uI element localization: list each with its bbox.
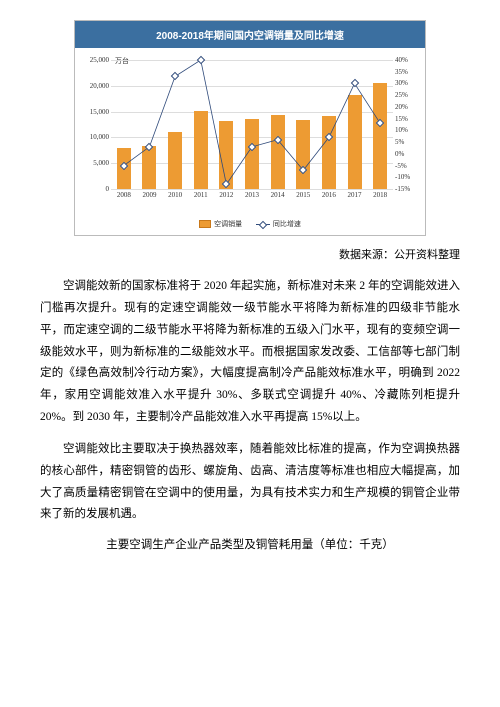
y-right-tick: 0% bbox=[395, 150, 421, 158]
table-subheader: 主要空调生产企业产品类型及铜管耗用量（单位：千克） bbox=[40, 536, 460, 552]
x-axis: 2008 2009 2010 2011 2012 2013 2014 2015 2016 2017… bbox=[111, 191, 393, 201]
grid-line bbox=[111, 189, 393, 190]
y-left-tick: 20,000 bbox=[79, 82, 109, 90]
legend-swatch-bar bbox=[199, 220, 211, 228]
x-tick: 2009 bbox=[142, 191, 156, 199]
x-tick: 2017 bbox=[348, 191, 362, 199]
y-left-tick: 5,000 bbox=[79, 159, 109, 167]
legend-item-bars: 空调销量 bbox=[199, 219, 242, 229]
legend-label-bars: 空调销量 bbox=[214, 220, 242, 228]
line-path bbox=[124, 60, 380, 184]
y-right-tick: 40% bbox=[395, 56, 421, 64]
x-tick: 2016 bbox=[322, 191, 336, 199]
y-left-tick: 25,000 bbox=[79, 56, 109, 64]
legend-label-line: 同比增速 bbox=[273, 220, 301, 228]
x-tick: 2014 bbox=[271, 191, 285, 199]
x-tick: 2013 bbox=[245, 191, 259, 199]
y-left-tick: 15,000 bbox=[79, 108, 109, 116]
chart-body: 万台 05,00010,00015,00020,00025,000 -15%-1… bbox=[75, 48, 425, 217]
y-right-tick: 10% bbox=[395, 126, 421, 134]
data-source-line: 数据来源：公开资料整理 bbox=[40, 246, 460, 262]
x-tick: 2015 bbox=[296, 191, 310, 199]
y-left-tick: 10,000 bbox=[79, 133, 109, 141]
y-right-tick: 35% bbox=[395, 68, 421, 76]
x-tick: 2008 bbox=[117, 191, 131, 199]
x-tick: 2011 bbox=[194, 191, 208, 199]
y-right-tick: 15% bbox=[395, 115, 421, 123]
y-right-tick: -15% bbox=[395, 185, 421, 193]
paragraph-2: 空调能效比主要取决于换热器效率，随着能效比标准的提高，作为空调换热器的核心部件，… bbox=[40, 439, 460, 526]
legend-item-line: 同比增速 bbox=[256, 219, 301, 229]
line-series bbox=[111, 60, 393, 189]
y-right-tick: 20% bbox=[395, 103, 421, 111]
y-axis-right: -15%-10%-5%0%5%10%15%20%25%30%35%40% bbox=[395, 60, 421, 189]
y-right-tick: 5% bbox=[395, 138, 421, 146]
y-right-tick: 25% bbox=[395, 91, 421, 99]
chart-title: 2008-2018年期间国内空调销量及同比增速 bbox=[75, 21, 425, 48]
x-tick: 2018 bbox=[373, 191, 387, 199]
y-right-tick: -5% bbox=[395, 162, 421, 170]
y-left-tick: 0 bbox=[79, 185, 109, 193]
y-right-tick: 30% bbox=[395, 79, 421, 87]
x-tick: 2012 bbox=[219, 191, 233, 199]
paragraph-1: 空调能效新的国家标准将于 2020 年起实施，新标准对未来 2 年的空调能效进入… bbox=[40, 276, 460, 429]
chart-legend: 空调销量 同比增速 bbox=[75, 217, 425, 235]
legend-line-icon bbox=[256, 224, 270, 225]
chart-container: 2008-2018年期间国内空调销量及同比增速 万台 05,00010,0001… bbox=[74, 20, 426, 236]
x-tick: 2010 bbox=[168, 191, 182, 199]
y-right-tick: -10% bbox=[395, 173, 421, 181]
document-page: 2008-2018年期间国内空调销量及同比增速 万台 05,00010,0001… bbox=[0, 0, 500, 578]
y-axis-left: 05,00010,00015,00020,00025,000 bbox=[79, 60, 109, 189]
plot-area bbox=[111, 60, 393, 189]
